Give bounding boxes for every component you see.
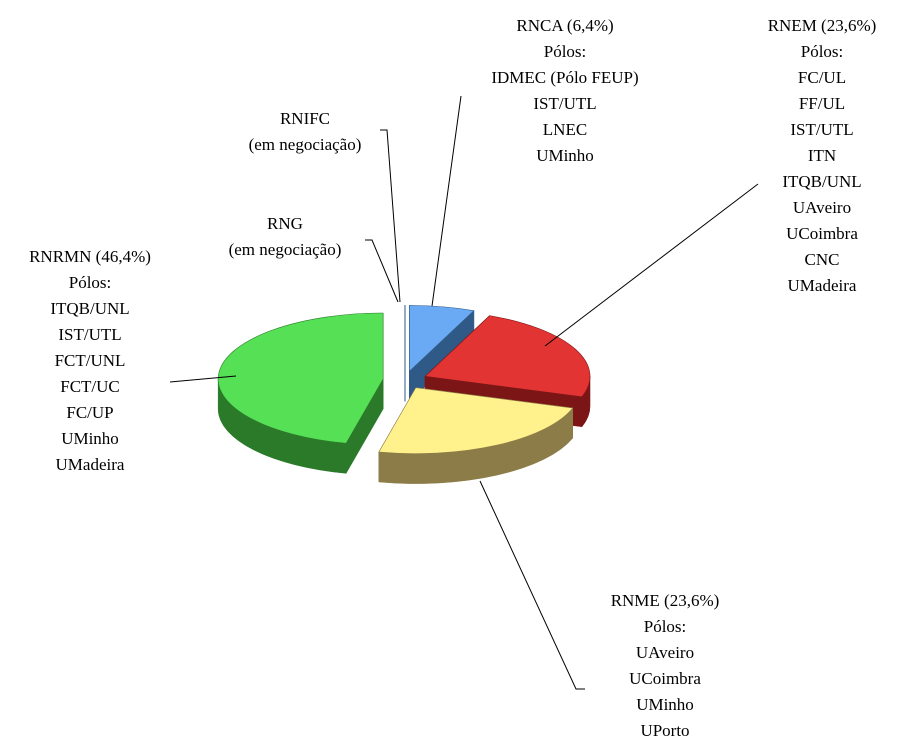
slice-label-line: FF/UL <box>799 94 845 113</box>
slice-label-line: FCT/UC <box>60 377 120 396</box>
leader-line <box>544 183 759 347</box>
slice-label-line: ITQB/UNL <box>782 172 861 191</box>
slice-label-line: UAveiro <box>793 198 851 217</box>
leader-line <box>169 375 237 383</box>
slice-label-line: FC/UL <box>798 68 846 87</box>
slice-label-line: Pólos: <box>644 617 687 636</box>
slice-label-line: IST/UTL <box>533 94 596 113</box>
slice-label-line: UPorto <box>640 721 689 740</box>
slice-label: RNG <box>267 214 303 233</box>
slice-label-line: LNEC <box>543 120 587 139</box>
slice <box>378 387 574 454</box>
slice-label-line: ITN <box>808 146 836 165</box>
slice-label: RNIFC <box>280 109 330 128</box>
leader-line <box>479 480 585 690</box>
slice <box>424 315 591 398</box>
slice-label-line: (em negociação) <box>229 240 342 259</box>
slice <box>409 305 475 373</box>
slice-label-line: Pólos: <box>544 42 587 61</box>
leader-line <box>431 95 462 307</box>
slice <box>217 312 384 444</box>
slice-label: RNRMN (46,4%) <box>29 247 151 266</box>
slice-label-line: UMadeira <box>788 276 857 295</box>
slice-label-line: UAveiro <box>636 643 694 662</box>
slice-label: RNCA (6,4%) <box>516 16 613 35</box>
slice-label-line: UMinho <box>636 695 694 714</box>
slice-label-line: UMinho <box>536 146 594 165</box>
slice-label-line: IST/UTL <box>790 120 853 139</box>
slice-label-line: IST/UTL <box>58 325 121 344</box>
leader-line <box>380 129 401 303</box>
slice-label: RNEM (23,6%) <box>768 16 877 35</box>
slice-label-line: (em negociação) <box>249 135 362 154</box>
slice-label: RNME (23,6%) <box>611 591 720 610</box>
slice-label-line: Pólos: <box>801 42 844 61</box>
slice-label-line: UMadeira <box>56 455 125 474</box>
slice-label-line: FCT/UNL <box>55 351 126 370</box>
slice-label-line: CNC <box>805 250 840 269</box>
slice-label-line: UCoimbra <box>629 669 701 688</box>
slice-label-line: Pólos: <box>69 273 112 292</box>
slice-label-line: FC/UP <box>66 403 113 422</box>
slice-label-line: UMinho <box>61 429 119 448</box>
slice-label-line: UCoimbra <box>786 224 858 243</box>
slice-label-line: IDMEC (Pólo FEUP) <box>491 68 638 87</box>
leader-line <box>365 239 399 303</box>
slice-label-line: ITQB/UNL <box>50 299 129 318</box>
